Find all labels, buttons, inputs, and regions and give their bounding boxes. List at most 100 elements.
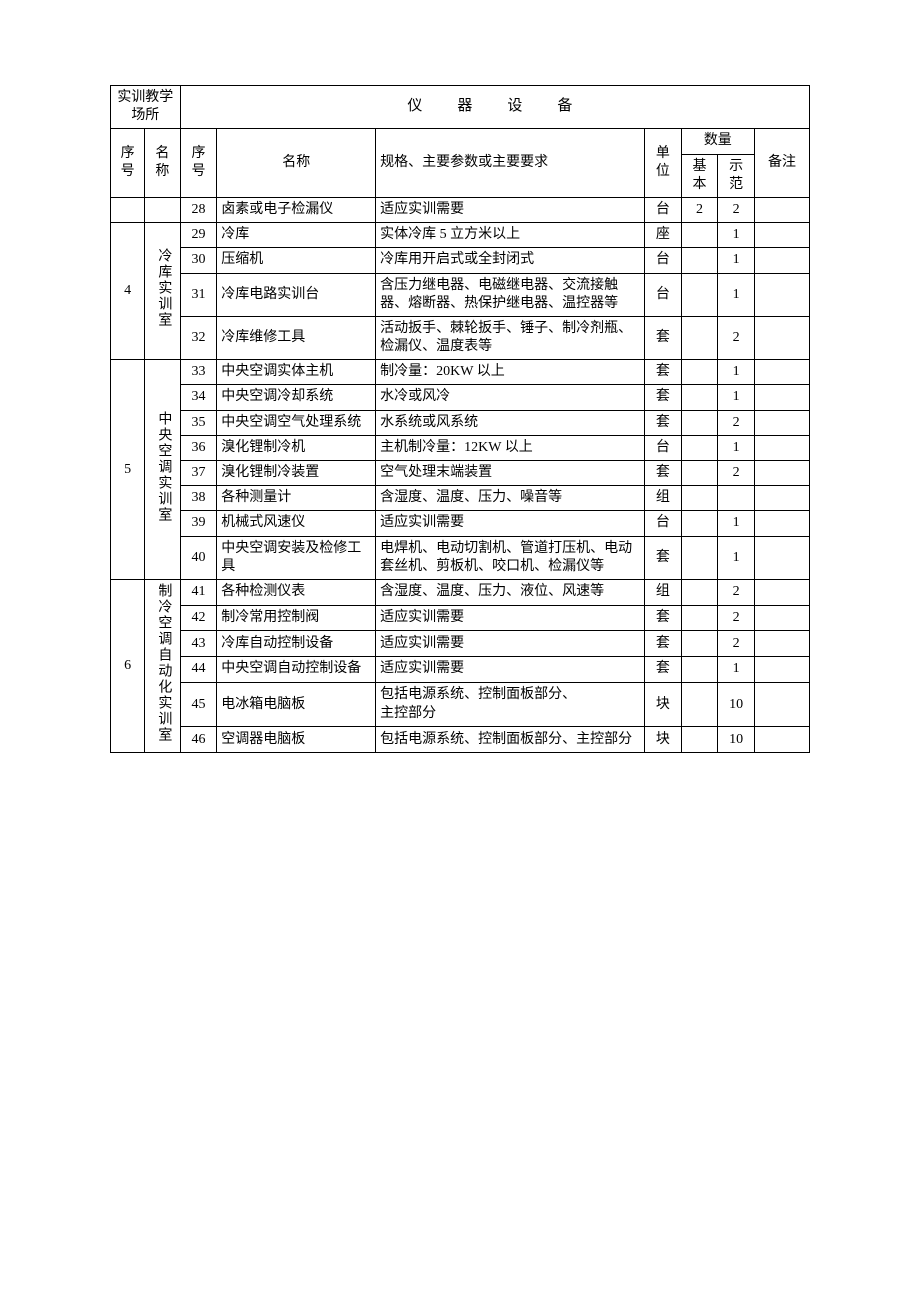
cell-item-no: 40 — [180, 536, 217, 579]
cell-qty-demo: 2 — [718, 605, 755, 631]
cell-spec: 活动扳手、棘轮扳手、锤子、制冷剂瓶、检漏仪、温度表等 — [376, 316, 645, 359]
cell-qty-basic — [681, 410, 718, 435]
cell-item-no: 42 — [180, 605, 217, 631]
cell-item-name: 冷库自动控制设备 — [217, 631, 376, 657]
cell-item-name: 电冰箱电脑板 — [217, 682, 376, 726]
table-row: 30压缩机冷库用开启式或全封闭式台1 — [111, 248, 810, 273]
cell-qty-basic: 2 — [681, 197, 718, 222]
cell-unit: 组 — [645, 579, 682, 605]
cell-qty-demo: 1 — [718, 657, 755, 683]
cell-item-no: 39 — [180, 511, 217, 536]
cell-remark — [754, 579, 809, 605]
cell-item-no: 29 — [180, 223, 217, 248]
cell-item-no: 36 — [180, 435, 217, 460]
cell-item-name: 冷库 — [217, 223, 376, 248]
cell-qty-demo: 2 — [718, 631, 755, 657]
cell-seq: 6 — [111, 579, 145, 752]
table-row: 34中央空调冷却系统水冷或风冷套1 — [111, 385, 810, 410]
cell-item-no: 38 — [180, 486, 217, 511]
cell-spec: 包括电源系统、控制面板部分、主控部分 — [376, 727, 645, 753]
cell-spec: 适应实训需要 — [376, 197, 645, 222]
cell-remark — [754, 657, 809, 683]
cell-remark — [754, 631, 809, 657]
cell-item-name: 冷库维修工具 — [217, 316, 376, 359]
cell-item-no: 28 — [180, 197, 217, 222]
cell-unit: 台 — [645, 273, 682, 316]
cell-item-no: 30 — [180, 248, 217, 273]
table-body: 28卤素或电子检漏仪适应实训需要台224冷库实训室29冷库实体冷库 5 立方米以… — [111, 197, 810, 752]
cell-seq: 5 — [111, 360, 145, 580]
cell-qty-demo: 2 — [718, 579, 755, 605]
cell-remark — [754, 727, 809, 753]
header-qty-basic: 基本 — [681, 154, 718, 197]
cell-item-name: 冷库电路实训台 — [217, 273, 376, 316]
cell-location: 制冷空调自动化实训室 — [145, 579, 180, 752]
cell-qty-basic — [681, 435, 718, 460]
cell-unit: 台 — [645, 248, 682, 273]
cell-item-no: 46 — [180, 727, 217, 753]
cell-spec: 空气处理末端装置 — [376, 461, 645, 486]
cell-unit: 块 — [645, 727, 682, 753]
cell-qty-demo: 1 — [718, 248, 755, 273]
cell-remark — [754, 316, 809, 359]
cell-unit: 套 — [645, 605, 682, 631]
cell-qty-demo: 1 — [718, 536, 755, 579]
cell-remark — [754, 410, 809, 435]
cell-spec: 冷库用开启式或全封闭式 — [376, 248, 645, 273]
cell-remark — [754, 197, 809, 222]
cell-qty-basic — [681, 223, 718, 248]
cell-item-name: 空调器电脑板 — [217, 727, 376, 753]
cell-unit: 套 — [645, 536, 682, 579]
cell-remark — [754, 682, 809, 726]
table-row: 36溴化锂制冷机主机制冷量：12KW 以上台1 — [111, 435, 810, 460]
cell-qty-basic — [681, 631, 718, 657]
cell-item-name: 中央空调自动控制设备 — [217, 657, 376, 683]
header-row-1: 实训教学场所 仪 器 设 备 — [111, 86, 810, 129]
cell-unit: 台 — [645, 435, 682, 460]
cell-unit: 块 — [645, 682, 682, 726]
cell-item-no: 35 — [180, 410, 217, 435]
cell-qty-basic — [681, 385, 718, 410]
cell-qty-demo: 2 — [718, 197, 755, 222]
cell-remark — [754, 461, 809, 486]
header-location-group: 实训教学场所 — [111, 86, 181, 129]
cell-item-no: 37 — [180, 461, 217, 486]
cell-item-name: 中央空调实体主机 — [217, 360, 376, 385]
cell-item-no: 41 — [180, 579, 217, 605]
cell-qty-basic — [681, 536, 718, 579]
cell-qty-basic — [681, 248, 718, 273]
table-row: 44中央空调自动控制设备适应实训需要套1 — [111, 657, 810, 683]
cell-spec: 含压力继电器、电磁继电器、交流接触器、熔断器、热保护继电器、温控器等 — [376, 273, 645, 316]
table-row: 42制冷常用控制阀适应实训需要套2 — [111, 605, 810, 631]
table-row: 37溴化锂制冷装置空气处理末端装置套2 — [111, 461, 810, 486]
cell-remark — [754, 511, 809, 536]
table-row: 45电冰箱电脑板包括电源系统、控制面板部分、 主控部分块10 — [111, 682, 810, 726]
cell-qty-basic — [681, 360, 718, 385]
cell-qty-demo: 1 — [718, 273, 755, 316]
table-row: 46空调器电脑板包括电源系统、控制面板部分、主控部分块 10 — [111, 727, 810, 753]
cell-unit: 套 — [645, 461, 682, 486]
cell-remark — [754, 273, 809, 316]
table-row: 43冷库自动控制设备适应实训需要套2 — [111, 631, 810, 657]
cell-location — [145, 197, 180, 222]
cell-location: 中央空调实训室 — [145, 360, 180, 580]
cell-item-no: 44 — [180, 657, 217, 683]
cell-spec: 含湿度、温度、压力、噪音等 — [376, 486, 645, 511]
cell-item-name: 制冷常用控制阀 — [217, 605, 376, 631]
cell-qty-demo: 10 — [718, 727, 755, 753]
cell-unit: 套 — [645, 631, 682, 657]
cell-qty-demo: 2 — [718, 316, 755, 359]
table-row: 35中央空调空气处理系统水系统或风系统套2 — [111, 410, 810, 435]
cell-qty-basic — [681, 682, 718, 726]
table-row: 31冷库电路实训台含压力继电器、电磁继电器、交流接触器、熔断器、热保护继电器、温… — [111, 273, 810, 316]
table-row: 28卤素或电子检漏仪适应实训需要台22 — [111, 197, 810, 222]
cell-spec: 制冷量：20KW 以上 — [376, 360, 645, 385]
cell-unit: 套 — [645, 657, 682, 683]
equipment-table: 实训教学场所 仪 器 设 备 序号 名称 序号 名称 规格、主要参数或主要要求 … — [110, 85, 810, 753]
cell-unit: 套 — [645, 360, 682, 385]
cell-spec: 包括电源系统、控制面板部分、 主控部分 — [376, 682, 645, 726]
cell-unit: 套 — [645, 316, 682, 359]
header-unit: 单位 — [645, 129, 682, 198]
cell-spec: 实体冷库 5 立方米以上 — [376, 223, 645, 248]
cell-spec: 主机制冷量：12KW 以上 — [376, 435, 645, 460]
